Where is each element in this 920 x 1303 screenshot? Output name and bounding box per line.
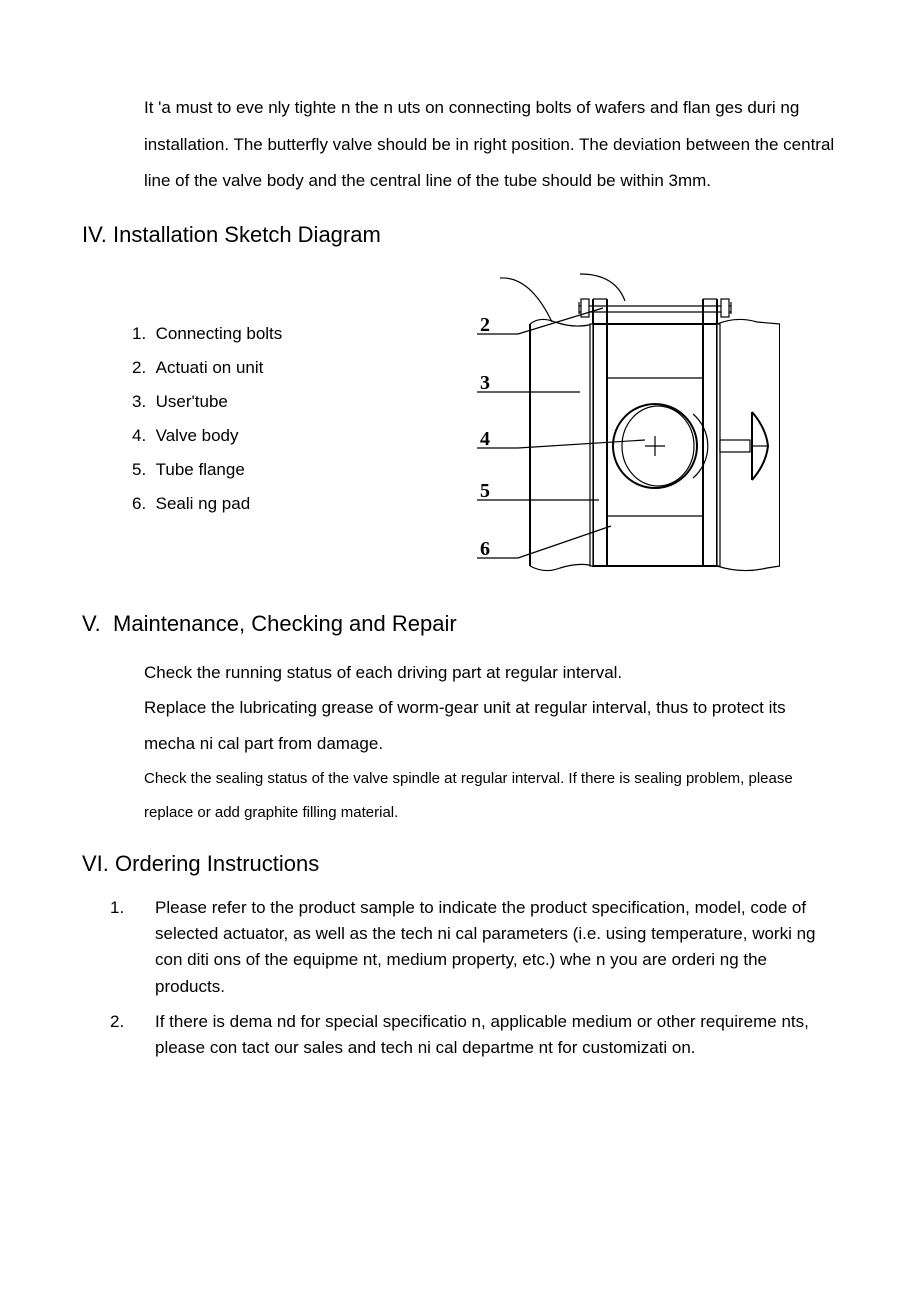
legend-text: User'tube	[156, 392, 228, 411]
heading-v: V. Maintenance, Checking and Repair	[82, 611, 838, 637]
heading-iv-num: IV.	[82, 222, 107, 248]
legend-text: Seali ng pad	[156, 494, 251, 513]
maintenance-p2: Replace the lubricating grease of worm-g…	[144, 690, 838, 761]
heading-iv-title: Installation Sketch Diagram	[113, 222, 381, 247]
heading-vi-title: Ordering Instructions	[115, 851, 319, 876]
ordering-text: Please refer to the product sample to in…	[155, 898, 816, 996]
legend-item: 4. Valve body	[132, 426, 460, 446]
legend-item: 6. Seali ng pad	[132, 494, 460, 514]
maintenance-p1: Check the running status of each driving…	[144, 655, 838, 691]
legend-item: 5. Tube flange	[132, 460, 460, 480]
ordering-num: 2.	[110, 1009, 124, 1035]
legend-text: Connecting bolts	[156, 324, 283, 343]
heading-vi-num: VI.	[82, 851, 109, 877]
ordering-text: If there is dema nd for special specific…	[155, 1012, 809, 1057]
maintenance-body: Check the running status of each driving…	[144, 655, 838, 831]
heading-v-num: V.	[82, 611, 101, 637]
heading-vi: VI. Ordering Instructions	[82, 851, 838, 877]
ordering-list: 1. Please refer to the product sample to…	[110, 895, 838, 1062]
legend-num: 4.	[132, 426, 146, 445]
legend-num: 6.	[132, 494, 146, 513]
svg-text:5: 5	[480, 480, 490, 502]
svg-text:3: 3	[480, 372, 490, 394]
ordering-item: 2. If there is dema nd for special speci…	[110, 1009, 838, 1062]
legend-num: 5.	[132, 460, 146, 479]
legend-num: 2.	[132, 358, 146, 377]
heading-v-title: Maintenance, Checking and Repair	[113, 611, 457, 636]
legend-text: Tube flange	[156, 460, 245, 479]
svg-text:2: 2	[480, 314, 490, 336]
legend-column: 1. Connecting bolts 2. Actuati on unit 3…	[82, 266, 460, 528]
diagram-column: 2 3 4 5 6	[460, 266, 838, 586]
legend-text: Actuati on unit	[156, 358, 264, 377]
legend-item: 2. Actuati on unit	[132, 358, 460, 378]
installation-sketch-diagram: 2 3 4 5 6	[460, 266, 780, 586]
sketch-row: 1. Connecting bolts 2. Actuati on unit 3…	[82, 266, 838, 586]
svg-text:4: 4	[480, 428, 490, 450]
ordering-num: 1.	[110, 895, 124, 921]
heading-iv: IV. Installation Sketch Diagram	[82, 222, 838, 248]
maintenance-p3: Check the sealing status of the valve sp…	[144, 762, 838, 831]
legend-item: 1. Connecting bolts	[132, 324, 460, 344]
intro-paragraph: It 'a must to eve nly tighte n the n uts…	[144, 90, 838, 200]
legend-num: 3.	[132, 392, 146, 411]
legend-item: 3. User'tube	[132, 392, 460, 412]
legend-num: 1.	[132, 324, 146, 343]
svg-text:6: 6	[480, 538, 490, 560]
ordering-item: 1. Please refer to the product sample to…	[110, 895, 838, 1000]
legend-text: Valve body	[156, 426, 239, 445]
legend-list: 1. Connecting bolts 2. Actuati on unit 3…	[132, 324, 460, 514]
